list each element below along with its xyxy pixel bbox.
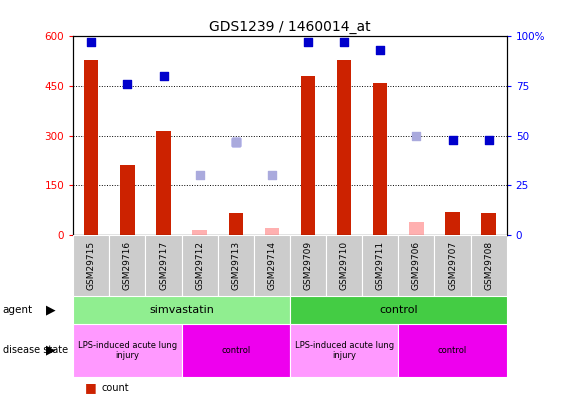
Text: ■: ■	[84, 403, 96, 405]
Bar	[229, 213, 243, 235]
Bar	[84, 60, 99, 235]
Text: control: control	[221, 346, 251, 355]
FancyBboxPatch shape	[326, 235, 362, 296]
Bar	[301, 76, 315, 235]
Bar	[337, 60, 351, 235]
Text: GSM29708: GSM29708	[484, 241, 493, 290]
Point	[339, 39, 348, 46]
Text: GSM29715: GSM29715	[87, 241, 96, 290]
FancyBboxPatch shape	[399, 324, 507, 377]
Text: GSM29706: GSM29706	[412, 241, 421, 290]
Point	[267, 172, 276, 179]
FancyBboxPatch shape	[362, 235, 399, 296]
Text: GSM29709: GSM29709	[303, 241, 312, 290]
Title: GDS1239 / 1460014_at: GDS1239 / 1460014_at	[209, 20, 371, 34]
Bar	[373, 83, 387, 235]
Text: GSM29713: GSM29713	[231, 241, 240, 290]
Text: control: control	[379, 305, 418, 315]
FancyBboxPatch shape	[181, 235, 218, 296]
Point	[448, 136, 457, 143]
Text: ▶: ▶	[46, 344, 56, 357]
Bar	[265, 228, 279, 235]
Point	[87, 39, 96, 46]
Bar	[157, 131, 171, 235]
FancyBboxPatch shape	[290, 296, 507, 324]
Text: GSM29712: GSM29712	[195, 241, 204, 290]
Text: LPS-induced acute lung
injury: LPS-induced acute lung injury	[294, 341, 394, 360]
FancyBboxPatch shape	[435, 235, 471, 296]
Text: ▶: ▶	[46, 303, 56, 316]
Point	[123, 81, 132, 87]
Bar	[445, 212, 460, 235]
Text: count: count	[101, 383, 129, 393]
Point	[484, 136, 493, 143]
Point	[231, 139, 240, 145]
Text: agent: agent	[3, 305, 33, 315]
Bar	[193, 230, 207, 235]
Point	[159, 73, 168, 79]
Bar	[409, 222, 423, 235]
Text: GSM29714: GSM29714	[267, 241, 276, 290]
FancyBboxPatch shape	[290, 235, 326, 296]
Text: GSM29710: GSM29710	[339, 241, 348, 290]
FancyBboxPatch shape	[471, 235, 507, 296]
Text: control: control	[438, 346, 467, 355]
FancyBboxPatch shape	[254, 235, 290, 296]
Text: GSM29716: GSM29716	[123, 241, 132, 290]
Point	[412, 132, 421, 139]
Point	[303, 39, 312, 46]
Point	[195, 172, 204, 179]
Text: GSM29707: GSM29707	[448, 241, 457, 290]
Text: disease state: disease state	[3, 345, 68, 355]
FancyBboxPatch shape	[145, 235, 181, 296]
FancyBboxPatch shape	[218, 235, 254, 296]
FancyBboxPatch shape	[73, 296, 290, 324]
Point	[231, 139, 240, 145]
Text: GSM29711: GSM29711	[376, 241, 385, 290]
FancyBboxPatch shape	[73, 324, 181, 377]
Text: GSM29717: GSM29717	[159, 241, 168, 290]
Bar	[481, 213, 496, 235]
FancyBboxPatch shape	[399, 235, 435, 296]
Text: ■: ■	[84, 381, 96, 394]
Text: LPS-induced acute lung
injury: LPS-induced acute lung injury	[78, 341, 177, 360]
FancyBboxPatch shape	[73, 235, 109, 296]
Point	[376, 47, 385, 53]
Bar	[120, 165, 135, 235]
Text: simvastatin: simvastatin	[149, 305, 214, 315]
FancyBboxPatch shape	[290, 324, 399, 377]
FancyBboxPatch shape	[181, 324, 290, 377]
FancyBboxPatch shape	[109, 235, 145, 296]
